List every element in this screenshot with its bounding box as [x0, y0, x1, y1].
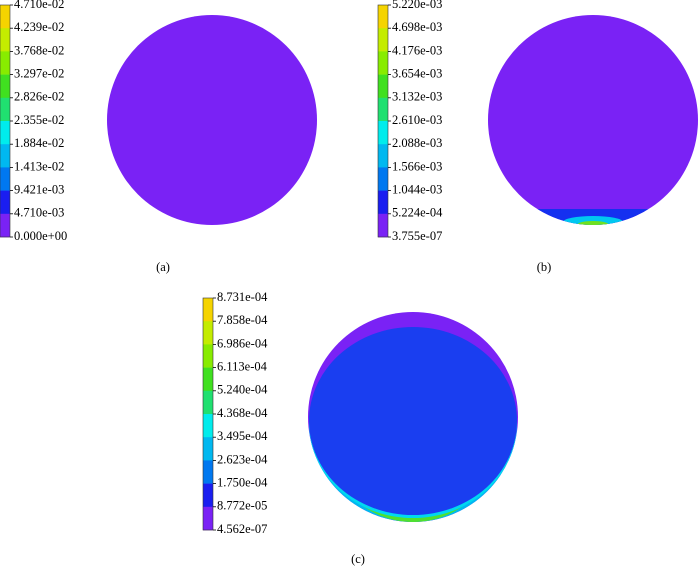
colorbar-label: 1.884e-02	[14, 136, 64, 150]
colorbar-label: 3.755e-07	[392, 229, 442, 243]
colorbar-label: 0.000e+00	[14, 229, 67, 243]
colorbar-label: 3.654e-03	[392, 66, 442, 80]
colorbar-label: 4.176e-03	[392, 43, 442, 57]
colorbar-band	[203, 437, 213, 461]
panel-caption: (a)	[156, 260, 170, 274]
colorbar-band	[203, 483, 213, 508]
colorbar-label: 2.610e-03	[392, 113, 442, 127]
colorbar-label: 1.750e-04	[217, 475, 268, 489]
colorbar-band	[378, 97, 388, 122]
colorbar-label: 9.421e-03	[14, 182, 64, 196]
colorbar-band	[0, 97, 10, 122]
colorbar-label: 3.495e-04	[217, 429, 268, 443]
colorbar-band	[378, 74, 388, 99]
colorbar-label: 4.239e-02	[14, 20, 64, 34]
colorbar-band	[0, 144, 10, 168]
panel-caption: (c)	[351, 552, 365, 566]
colorbar-label: 5.224e-04	[392, 206, 443, 220]
colorbar-band	[0, 5, 10, 29]
colorbar-label: 4.710e-03	[14, 206, 64, 220]
colorbar-label: 3.297e-02	[14, 66, 64, 80]
colorbar-band	[0, 74, 10, 99]
colorbar-label: 2.826e-02	[14, 90, 64, 104]
colorbar-label: 1.566e-03	[392, 159, 442, 173]
colorbar-label: 8.731e-04	[217, 290, 268, 304]
colorbar-label: 8.772e-05	[217, 499, 267, 513]
colorbar-band	[0, 28, 10, 52]
colorbar-band	[378, 144, 388, 168]
colorbar-label: 2.088e-03	[392, 136, 442, 150]
colorbar-band	[378, 167, 388, 191]
colorbar-label: 4.710e-02	[14, 0, 64, 11]
colorbar-band	[203, 321, 213, 345]
contour-a	[107, 15, 317, 225]
colorbar-label: 5.220e-03	[392, 0, 442, 11]
colorbar-band	[203, 390, 213, 415]
colorbar-band	[203, 298, 213, 322]
colorbar-label: 3.768e-02	[14, 43, 64, 57]
colorbar-band	[378, 5, 388, 29]
colorbar-label: 1.044e-03	[392, 182, 442, 196]
colorbar-band	[203, 367, 213, 392]
colorbar-band	[203, 344, 213, 368]
colorbar-band	[378, 28, 388, 52]
panel-caption: (b)	[537, 260, 552, 274]
colorbar-band	[378, 121, 388, 145]
contour-c	[308, 312, 518, 522]
colorbar-band	[0, 190, 10, 215]
colorbar-band	[378, 190, 388, 215]
colorbar-band	[0, 51, 10, 75]
colorbar-label: 5.240e-04	[217, 383, 268, 397]
colorbar-band	[203, 460, 213, 484]
colorbar-label: 6.986e-04	[217, 336, 268, 350]
colorbar-label: 2.623e-04	[217, 452, 268, 466]
colorbar-label: 3.132e-03	[392, 90, 442, 104]
colorbar-band	[378, 51, 388, 75]
colorbar-label: 7.858e-04	[217, 313, 268, 327]
colorbar-band	[203, 506, 213, 531]
colorbar-band	[0, 213, 10, 238]
colorbar-band	[378, 213, 388, 238]
contour-b	[488, 15, 698, 225]
colorbar-label: 4.562e-07	[217, 522, 267, 536]
colorbar-label: 6.113e-04	[217, 359, 268, 373]
colorbar-band	[203, 414, 213, 438]
colorbar-label: 2.355e-02	[14, 113, 64, 127]
colorbar-band	[0, 167, 10, 191]
colorbar-band	[0, 121, 10, 145]
colorbar-label: 4.698e-03	[392, 20, 442, 34]
colorbar-label: 1.413e-02	[14, 159, 64, 173]
colorbar-label: 4.368e-04	[217, 406, 268, 420]
